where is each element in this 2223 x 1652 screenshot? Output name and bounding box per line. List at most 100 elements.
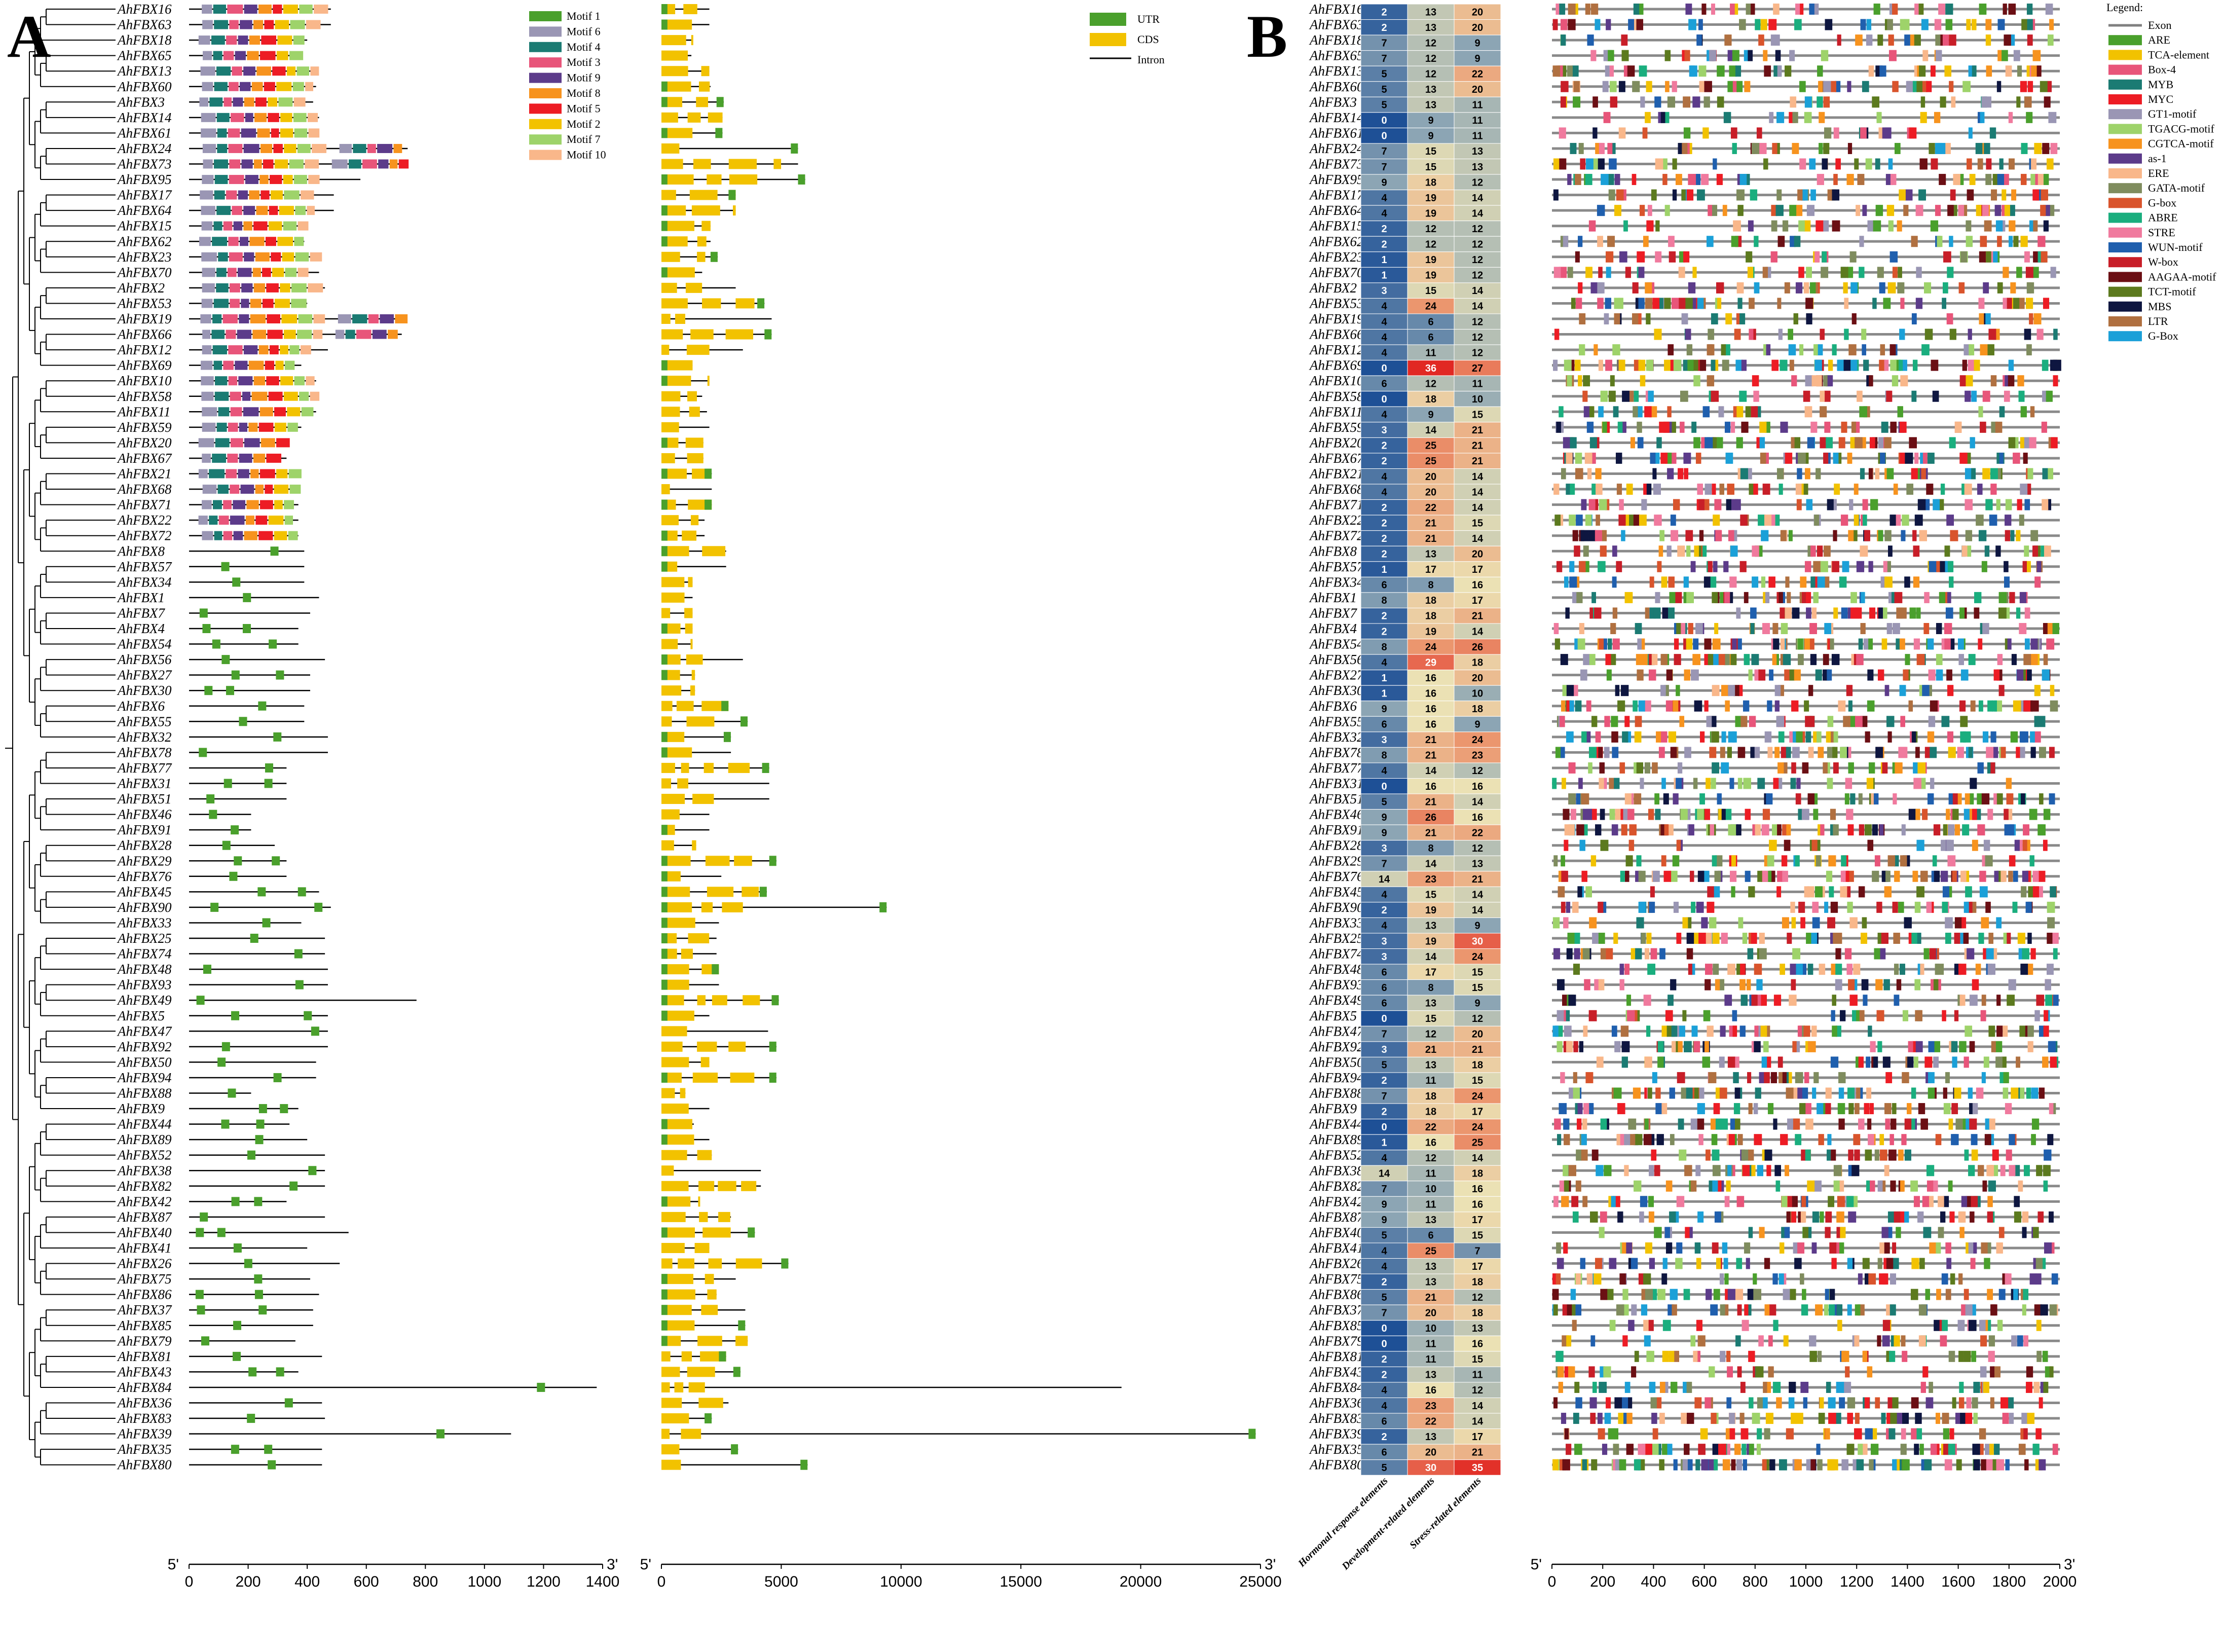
- cis-element: [1794, 19, 1802, 30]
- gene-label: AhFBX1: [1309, 590, 1357, 605]
- heatmap-cell: [1454, 484, 1501, 500]
- cis-element: [1984, 1134, 1991, 1146]
- cis-element: [1732, 654, 1737, 666]
- cis-element: [1716, 1180, 1722, 1192]
- cis-element: [1827, 189, 1833, 201]
- cis-element: [1564, 1180, 1569, 1192]
- motif-block: [216, 422, 227, 432]
- heatmap-value: 6: [1428, 332, 1433, 343]
- cis-element: [1982, 855, 1987, 867]
- cis-element: [1762, 870, 1768, 882]
- cis-element: [1711, 390, 1719, 402]
- cis-element: [1698, 19, 1703, 30]
- cis-element: [1917, 1211, 1924, 1223]
- cds-block: [661, 1165, 674, 1176]
- cis-element: [1661, 855, 1666, 867]
- cis-element: [1553, 158, 1561, 170]
- cis-element: [1655, 592, 1660, 603]
- cis-element: [1729, 65, 1737, 77]
- heatmap-value: 8: [1381, 595, 1387, 606]
- cis-element: [1966, 375, 1973, 387]
- cis-element: [1971, 1134, 1978, 1146]
- cis-element: [1625, 731, 1632, 743]
- cis-element: [1579, 561, 1586, 572]
- motif-block: [217, 128, 227, 138]
- cis-element: [2020, 793, 2025, 805]
- cds-block: [667, 887, 690, 897]
- cis-element: [1927, 638, 1934, 650]
- cis-element: [1748, 50, 1753, 61]
- cis-element: [2032, 50, 2041, 61]
- heatmap-value: 21: [1425, 827, 1436, 838]
- cis-element: [2013, 700, 2021, 712]
- cis-element: [1915, 747, 1920, 758]
- cis-element: [1978, 406, 1983, 418]
- cis-element: [1694, 545, 1699, 557]
- cis-element: [1977, 158, 1983, 170]
- gene-label: AhFBX10: [117, 373, 172, 388]
- heatmap-value: 1: [1381, 1137, 1387, 1148]
- utr-block: [733, 1367, 740, 1377]
- cis-element: [1590, 855, 1597, 867]
- cis-element: [1786, 1211, 1791, 1223]
- gene-label: AhFBX4: [1309, 621, 1357, 636]
- cds-block: [708, 1258, 722, 1269]
- cis-element: [1736, 313, 1742, 324]
- cis-element: [1954, 1087, 1961, 1099]
- heatmap-value: 12: [1472, 1013, 1483, 1024]
- heatmap-cell: [1407, 34, 1455, 51]
- cis-element: [1893, 933, 1900, 944]
- gene-label: AhFBX69: [1309, 358, 1364, 373]
- cis-element: [1837, 34, 1841, 46]
- heatmap-value: 22: [1472, 827, 1483, 838]
- cis-element: [2034, 576, 2041, 588]
- cis-element: [1899, 638, 1905, 650]
- cis-element: [1823, 96, 1830, 108]
- cis-element: [2038, 870, 2046, 882]
- cis-element: [1691, 901, 1696, 913]
- cis-element: [1795, 855, 1800, 867]
- gene-label: AhFBX64: [1309, 203, 1363, 218]
- heatmap-cell: [1407, 1428, 1455, 1445]
- cis-element: [1853, 530, 1858, 541]
- cis-element: [1559, 406, 1564, 418]
- cis-element: [1884, 1165, 1889, 1177]
- utr-block: [791, 143, 798, 154]
- motif-block: [388, 329, 398, 339]
- heatmap-cell: [1360, 995, 1408, 1011]
- cis-element: [1556, 1242, 1561, 1254]
- cis-element: [1833, 127, 1839, 139]
- motif-block: [202, 329, 211, 339]
- cis-element: [1841, 421, 1847, 433]
- cis-element: [1691, 964, 1695, 975]
- gene-label: AhFBX44: [117, 1117, 171, 1132]
- cis-element: [1671, 1025, 1678, 1037]
- utr-block: [661, 887, 668, 897]
- cis-element: [1601, 174, 1609, 186]
- cis-element: [1598, 747, 1603, 758]
- heatmap-cell: [1360, 793, 1408, 810]
- cis-element: [1859, 1010, 1865, 1021]
- heatmap-cell: [1407, 933, 1455, 949]
- cis-element: [1703, 499, 1710, 510]
- cis-element: [1747, 1072, 1752, 1083]
- legend-label: Motif 1: [567, 10, 601, 22]
- motif-block: [311, 1026, 319, 1036]
- motif-axis-tick-label: 200: [236, 1573, 261, 1590]
- cis-element: [1804, 886, 1809, 898]
- cis-element: [1574, 4, 1578, 15]
- cis-element: [1923, 948, 1930, 960]
- cis-element: [1575, 1180, 1581, 1192]
- gene-label: AhFBX23: [117, 249, 171, 265]
- cis-element: [1608, 189, 1615, 201]
- motif-block: [201, 391, 214, 401]
- cds-block: [661, 1428, 670, 1439]
- cis-element: [1589, 917, 1597, 929]
- cis-element: [1985, 1118, 1990, 1130]
- cis-element: [1958, 1211, 1966, 1223]
- cis-element: [1867, 1118, 1872, 1130]
- motif-block: [240, 82, 251, 91]
- cis-element: [1600, 1211, 1607, 1223]
- cis-element: [1566, 1041, 1573, 1052]
- cis-element: [1982, 468, 1990, 480]
